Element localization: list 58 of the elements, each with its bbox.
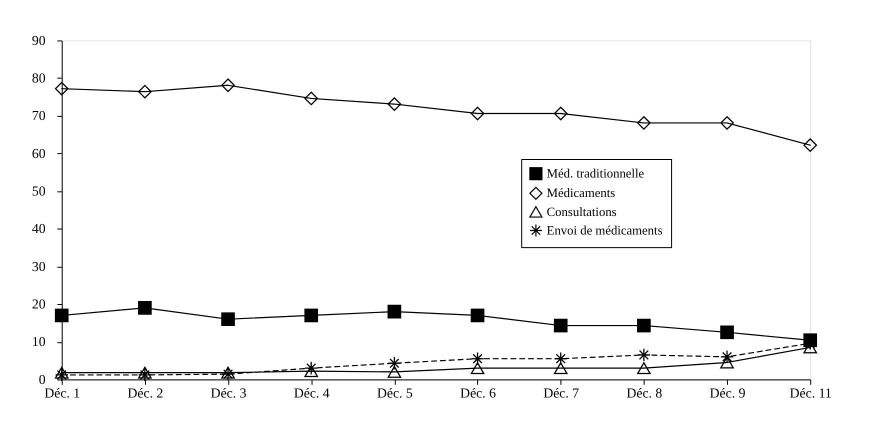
point [54, 308, 69, 322]
y-tick-label: 80 [32, 70, 46, 86]
point [221, 78, 235, 92]
point [54, 366, 69, 379]
point [720, 116, 734, 130]
legend-label: Méd. traditionnelle [546, 166, 645, 181]
y-tick-label: 90 [32, 32, 46, 48]
x-tick-label: Déc. 3 [210, 386, 247, 401]
point [304, 308, 318, 322]
x-tick-label: Déc. 11 [790, 386, 832, 401]
point [720, 350, 734, 364]
x-tick-label: Déc. 8 [626, 386, 662, 401]
point [637, 318, 651, 332]
y-tick-label: 60 [32, 146, 46, 161]
y-tick-label: 0 [38, 372, 46, 387]
point [304, 92, 318, 106]
point [138, 368, 152, 382]
point [803, 138, 818, 152]
legend-label: Médicaments [546, 186, 616, 200]
legend-label: Consultations [546, 204, 617, 219]
point [388, 304, 402, 318]
y-tick-label: 20 [32, 296, 46, 312]
x-tick-label: Déc. 4 [294, 386, 330, 401]
point [637, 116, 651, 130]
point [138, 366, 152, 379]
point [470, 352, 484, 366]
point [138, 301, 152, 315]
point [637, 362, 651, 374]
point [470, 308, 484, 322]
y-tick-label: 10 [32, 334, 46, 350]
point [388, 97, 402, 111]
point [221, 312, 235, 326]
point [54, 368, 69, 382]
point [554, 106, 568, 120]
point [720, 326, 734, 340]
point [138, 84, 152, 99]
point [554, 352, 568, 366]
x-tick-label: Déc. 9 [710, 386, 746, 401]
x-tick-label: Déc. 5 [376, 386, 413, 401]
x-tick-label: Déc. 1 [44, 386, 80, 401]
point [54, 82, 69, 96]
y-tick-label: 70 [32, 108, 46, 124]
point [637, 348, 651, 362]
y-tick-label: 40 [32, 221, 46, 236]
point [554, 362, 568, 374]
point [304, 361, 318, 375]
point [470, 362, 484, 374]
point [388, 356, 402, 370]
x-tick-label: Déc. 2 [127, 386, 164, 401]
point [304, 365, 318, 378]
y-tick-label: 30 [32, 258, 46, 274]
x-tick-label: Déc. 6 [460, 386, 496, 401]
y-tick-label: 50 [32, 184, 46, 199]
legend-label: Envoi de médicaments [546, 223, 663, 238]
point [554, 318, 568, 332]
x-tick-label: Déc. 7 [543, 386, 580, 401]
point [388, 366, 402, 378]
point [470, 106, 484, 120]
